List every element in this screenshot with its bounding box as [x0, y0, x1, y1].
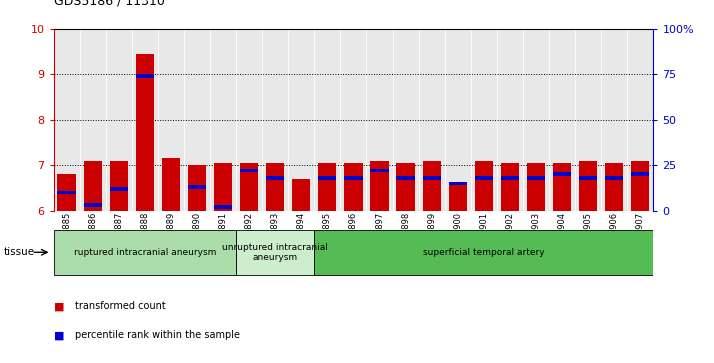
Bar	[214, 205, 232, 209]
Text: tissue: tissue	[4, 247, 35, 257]
Bar	[262, 29, 288, 211]
Bar	[601, 29, 627, 211]
Bar	[475, 176, 493, 180]
Text: unruptured intracranial
aneurysm: unruptured intracranial aneurysm	[222, 242, 328, 262]
Bar	[288, 29, 314, 211]
Bar	[110, 187, 128, 191]
Bar	[184, 29, 210, 211]
Bar	[57, 191, 76, 194]
Bar	[527, 176, 545, 180]
Bar	[158, 29, 184, 211]
Bar	[393, 29, 418, 211]
Bar	[549, 29, 575, 211]
Bar	[318, 176, 336, 180]
Bar	[631, 172, 650, 176]
Bar	[110, 160, 128, 211]
Bar	[553, 163, 571, 211]
Text: GDS5186 / 11310: GDS5186 / 11310	[54, 0, 164, 7]
Bar	[497, 29, 523, 211]
Bar	[266, 163, 284, 211]
Text: ruptured intracranial aneurysm: ruptured intracranial aneurysm	[74, 248, 216, 257]
Bar	[210, 29, 236, 211]
Bar	[57, 174, 76, 211]
Bar	[366, 29, 393, 211]
Bar	[314, 29, 341, 211]
Bar	[553, 172, 571, 176]
Bar	[396, 163, 415, 211]
Bar	[84, 160, 102, 211]
Bar	[80, 29, 106, 211]
Bar	[236, 29, 262, 211]
Bar	[396, 176, 415, 180]
Bar	[84, 203, 102, 207]
Bar	[501, 176, 519, 180]
Bar	[448, 182, 467, 185]
Bar	[136, 74, 154, 78]
Bar	[579, 176, 597, 180]
Bar	[54, 230, 236, 275]
Bar	[605, 176, 623, 180]
Bar	[445, 29, 471, 211]
Bar	[292, 179, 311, 211]
Bar	[579, 160, 597, 211]
Text: transformed count: transformed count	[75, 301, 166, 311]
Bar	[371, 160, 388, 211]
Bar	[344, 163, 363, 211]
Bar	[527, 163, 545, 211]
Bar	[236, 230, 314, 275]
Bar	[162, 158, 180, 211]
Bar	[631, 160, 650, 211]
Bar	[471, 29, 497, 211]
Bar	[605, 163, 623, 211]
Bar	[418, 29, 445, 211]
Bar	[188, 165, 206, 211]
Bar	[501, 163, 519, 211]
Bar	[371, 169, 388, 172]
Bar	[627, 29, 653, 211]
Bar	[423, 160, 441, 211]
Text: ■: ■	[54, 330, 64, 340]
Bar	[341, 29, 366, 211]
Bar	[575, 29, 601, 211]
Bar	[475, 160, 493, 211]
Bar	[318, 163, 336, 211]
Bar	[188, 185, 206, 189]
Bar	[240, 169, 258, 172]
Bar	[448, 183, 467, 211]
Bar	[314, 230, 653, 275]
Text: superficial temporal artery: superficial temporal artery	[423, 248, 545, 257]
Bar	[344, 176, 363, 180]
Bar	[132, 29, 158, 211]
Bar	[240, 163, 258, 211]
Bar	[106, 29, 132, 211]
Bar	[266, 176, 284, 180]
Bar	[214, 163, 232, 211]
Text: percentile rank within the sample: percentile rank within the sample	[75, 330, 240, 340]
Bar	[423, 176, 441, 180]
Bar	[523, 29, 549, 211]
Text: ■: ■	[54, 301, 64, 311]
Bar	[136, 54, 154, 211]
Bar	[54, 29, 80, 211]
